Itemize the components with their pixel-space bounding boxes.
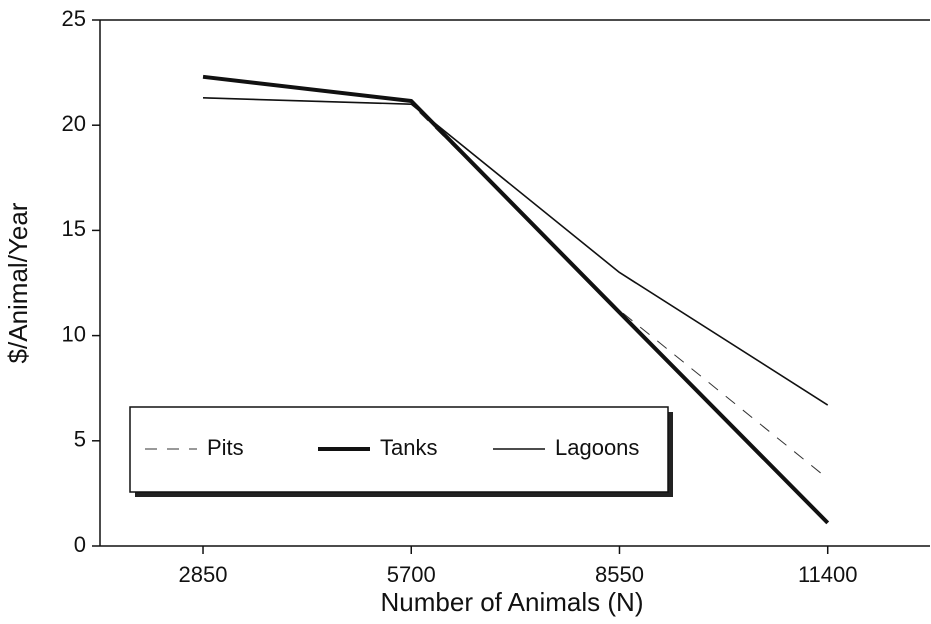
y-tick-label: 20 [62,111,86,136]
y-tick-label: 15 [62,216,86,241]
legend-label: Lagoons [555,435,639,460]
series-line [202,74,830,525]
y-tick-label: 25 [62,6,86,31]
y-tick-label: 0 [74,532,86,557]
y-axis-label: $/Animal/Year [3,202,33,363]
x-tick-label: 8550 [595,562,644,587]
x-tick-label: 5700 [387,562,436,587]
y-tick-label: 10 [62,321,86,346]
x-tick-label: 11400 [798,562,858,587]
series-line [202,97,829,406]
legend-label: Tanks [380,435,437,460]
y-tick-label: 5 [74,427,86,452]
legend [129,406,669,493]
legend-label: Pits [207,435,244,460]
x-tick-label: 2850 [179,562,228,587]
x-axis-label: Number of Animals (N) [381,587,644,617]
